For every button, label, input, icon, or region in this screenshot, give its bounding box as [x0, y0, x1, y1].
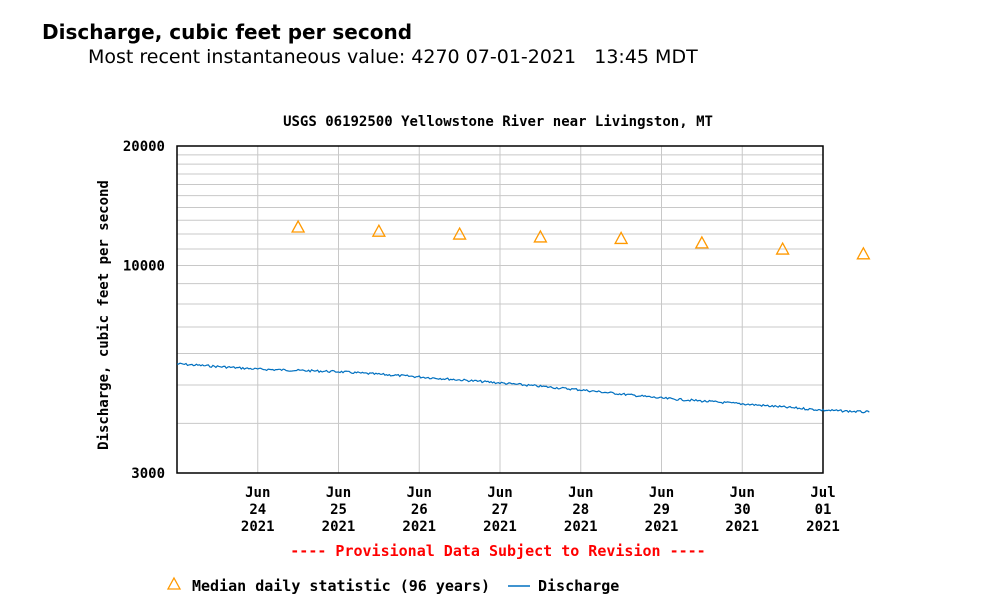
legend-median-label: Median daily statistic (96 years)	[192, 577, 490, 595]
recent-time: 13:45 MDT	[594, 46, 698, 68]
x-tick-label-line: 2021	[645, 519, 679, 535]
x-tick-label-line: 2021	[725, 519, 759, 535]
x-tick-label-line: Jun	[407, 485, 432, 501]
y-tick-label: 3000	[131, 466, 165, 482]
recent-date: 07-01-2021	[465, 46, 577, 68]
x-tick-label-line: Jul	[810, 485, 835, 501]
page-title: Discharge, cubic feet per second	[42, 20, 413, 44]
y-tick-labels: 20000 10000 3000	[123, 139, 165, 482]
median-marker	[533, 229, 548, 243]
x-tick-label-line: 2021	[322, 519, 356, 535]
recent-value-label: Most recent instantaneous value:	[88, 46, 406, 68]
grid-layer	[177, 145, 824, 473]
discharge-line	[176, 362, 870, 414]
median-marker	[856, 246, 871, 260]
x-tick-label-line: 2021	[483, 519, 517, 535]
x-tick-label-line: 28	[572, 502, 589, 518]
median-marker	[371, 223, 386, 237]
recent-value-line: Most recent instantaneous value: 4270 07…	[88, 46, 698, 68]
legend-discharge-label: Discharge	[538, 577, 619, 595]
x-tick-label-line: Jun	[487, 485, 512, 501]
x-tick-label-line: 24	[249, 502, 266, 518]
x-tick-label-line: 27	[492, 502, 509, 518]
median-marker	[694, 235, 709, 249]
recent-value: 4270	[411, 46, 460, 68]
median-marker	[775, 241, 790, 255]
x-tick-labels: Jun242021Jun252021Jun262021Jun272021Jun2…	[241, 485, 840, 535]
legend: Median daily statistic (96 years) Discha…	[166, 576, 619, 595]
x-tick-label-line: 2021	[241, 519, 275, 535]
median-marker	[614, 231, 629, 245]
x-tick-label-line: Jun	[245, 485, 270, 501]
x-tick-label-line: Jun	[568, 485, 593, 501]
legend-triangle-icon	[166, 576, 182, 590]
x-tick-label-line: Jun	[326, 485, 351, 501]
y-tick-label: 10000	[123, 258, 165, 274]
x-tick-label-line: 25	[330, 502, 347, 518]
x-tick-label-line: 2021	[402, 519, 436, 535]
x-tick-label-line: 26	[411, 502, 428, 518]
provisional-note: ---- Provisional Data Subject to Revisio…	[290, 542, 705, 560]
series-layer	[176, 219, 871, 414]
chart-title: USGS 06192500 Yellowstone River near Liv…	[283, 114, 713, 130]
x-tick-label-line: 2021	[806, 519, 840, 535]
median-marker	[291, 219, 306, 233]
x-tick-label-line: 29	[653, 502, 670, 518]
x-tick-label-line: Jun	[730, 485, 755, 501]
y-tick-label: 20000	[123, 139, 165, 155]
median-marker	[452, 226, 467, 240]
x-tick-label-line: 2021	[564, 519, 598, 535]
y-axis-label: Discharge, cubic feet per second	[96, 180, 112, 450]
x-tick-label-line: Jun	[649, 485, 674, 501]
x-tick-label-line: 01	[815, 502, 832, 518]
x-tick-label-line: 30	[734, 502, 751, 518]
plot-frame	[176, 145, 824, 474]
